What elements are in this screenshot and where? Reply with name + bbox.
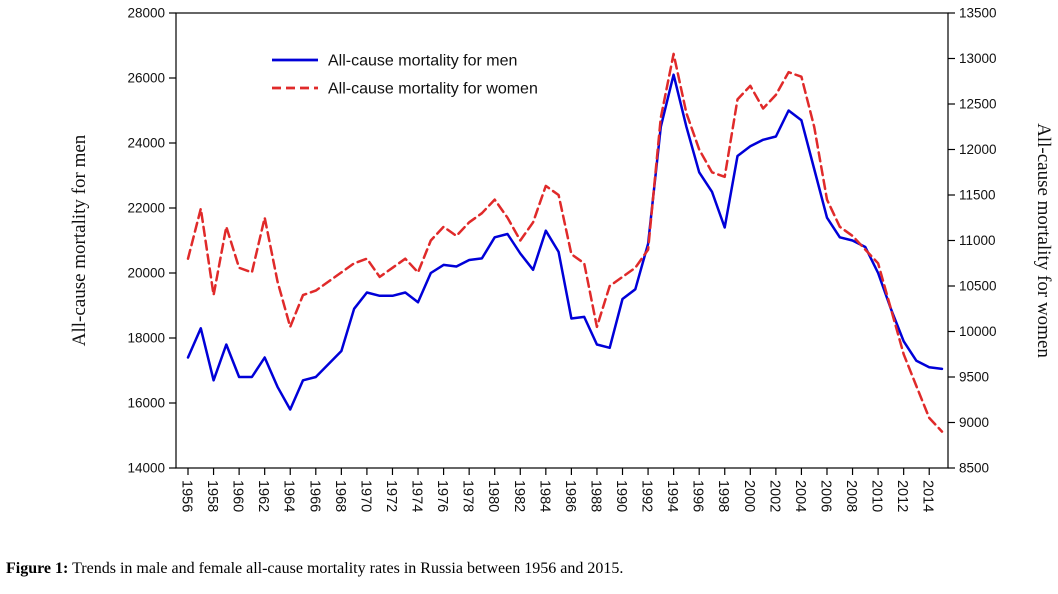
- x-axis-tick-label: 1988: [587, 480, 603, 512]
- x-axis-tick-label: 1990: [613, 480, 629, 512]
- left-axis-tick-label: 24000: [127, 136, 165, 151]
- x-axis-tick-label: 1984: [536, 480, 552, 512]
- x-axis-tick-label: 1958: [204, 480, 220, 512]
- left-axis-tick-label: 22000: [127, 201, 165, 216]
- x-axis-tick-label: 1974: [409, 480, 425, 512]
- right-axis-tick-label: 8500: [959, 461, 989, 476]
- left-axis-tick-label: 14000: [127, 461, 165, 476]
- right-axis-tick-label: 10000: [959, 324, 997, 339]
- legend-label-women: All-cause mortality for women: [328, 81, 538, 98]
- right-axis-tick-label: 9000: [959, 415, 989, 430]
- left-axis-tick-label: 28000: [127, 6, 165, 21]
- x-axis-tick-label: 1964: [281, 480, 297, 512]
- x-axis-tick-label: 2006: [817, 480, 833, 512]
- x-axis-tick-label: 2008: [843, 480, 859, 512]
- x-axis-tick-label: 1982: [511, 480, 527, 512]
- left-axis-tick-label: 26000: [127, 71, 165, 86]
- figure-caption-text: Trends in male and female all-cause mort…: [72, 560, 624, 577]
- x-axis-tick-label: 1956: [179, 480, 195, 512]
- x-axis-tick-label: 2012: [894, 480, 910, 512]
- x-axis-tick-label: 1980: [485, 480, 501, 512]
- x-axis-tick-label: 1996: [690, 480, 706, 512]
- x-axis-tick-label: 2010: [869, 480, 885, 512]
- legend-label-men: All-cause mortality for men: [328, 53, 517, 70]
- right-axis-tick-label: 12000: [959, 142, 997, 157]
- x-axis-tick-label: 1968: [332, 480, 348, 512]
- right-axis-tick-label: 13000: [959, 51, 997, 66]
- right-axis-tick-label: 12500: [959, 97, 997, 112]
- x-axis-tick-label: 2004: [792, 480, 808, 512]
- x-axis-tick-label: 1962: [255, 480, 271, 512]
- mortality-chart: 14000 16000 18000 20000 22000 24000 26000 28000…: [69, 6, 1054, 513]
- left-axis-title: All-cause mortality for men: [69, 134, 90, 346]
- x-axis-tick-label: 1998: [715, 480, 731, 512]
- right-axis-tick-label: 13500: [959, 6, 997, 21]
- x-axis-tick-label: 1986: [562, 480, 578, 512]
- plot-border: [175, 12, 949, 469]
- figure-caption-label: Figure 1:: [6, 560, 69, 577]
- left-axis-tick-label: 20000: [127, 266, 165, 281]
- x-axis-tick-label: 1960: [230, 480, 246, 512]
- right-axis-title: All-cause mortality for women: [1033, 123, 1054, 358]
- left-axis-tick-label: 16000: [127, 396, 165, 411]
- x-axis-tick-label: 1978: [460, 480, 476, 512]
- x-axis-tick-label: 1970: [357, 480, 373, 512]
- right-axis-tick-label: 11000: [959, 233, 996, 248]
- right-axis-tick-label: 9500: [959, 370, 989, 385]
- men-series-line: [186, 73, 944, 411]
- x-axis-tick-label: 1976: [434, 480, 450, 512]
- x-axis-tick-label: 1966: [306, 480, 322, 512]
- women-series-line: [186, 52, 944, 433]
- x-axis-tick-label: 2014: [920, 480, 936, 512]
- x-axis-tick-label: 1972: [383, 480, 399, 512]
- right-axis-tick-label: 10500: [959, 279, 997, 294]
- x-axis-tick-label: 2000: [741, 480, 757, 512]
- x-axis-tick-label: 1994: [664, 480, 680, 512]
- right-axis-tick-label: 11500: [959, 188, 996, 203]
- left-axis-tick-label: 18000: [127, 331, 165, 346]
- figure-caption: Figure 1: Trends in male and female all-…: [6, 560, 623, 578]
- x-axis-tick-label: 1992: [639, 480, 655, 512]
- x-axis-tick-label: 2002: [766, 480, 782, 512]
